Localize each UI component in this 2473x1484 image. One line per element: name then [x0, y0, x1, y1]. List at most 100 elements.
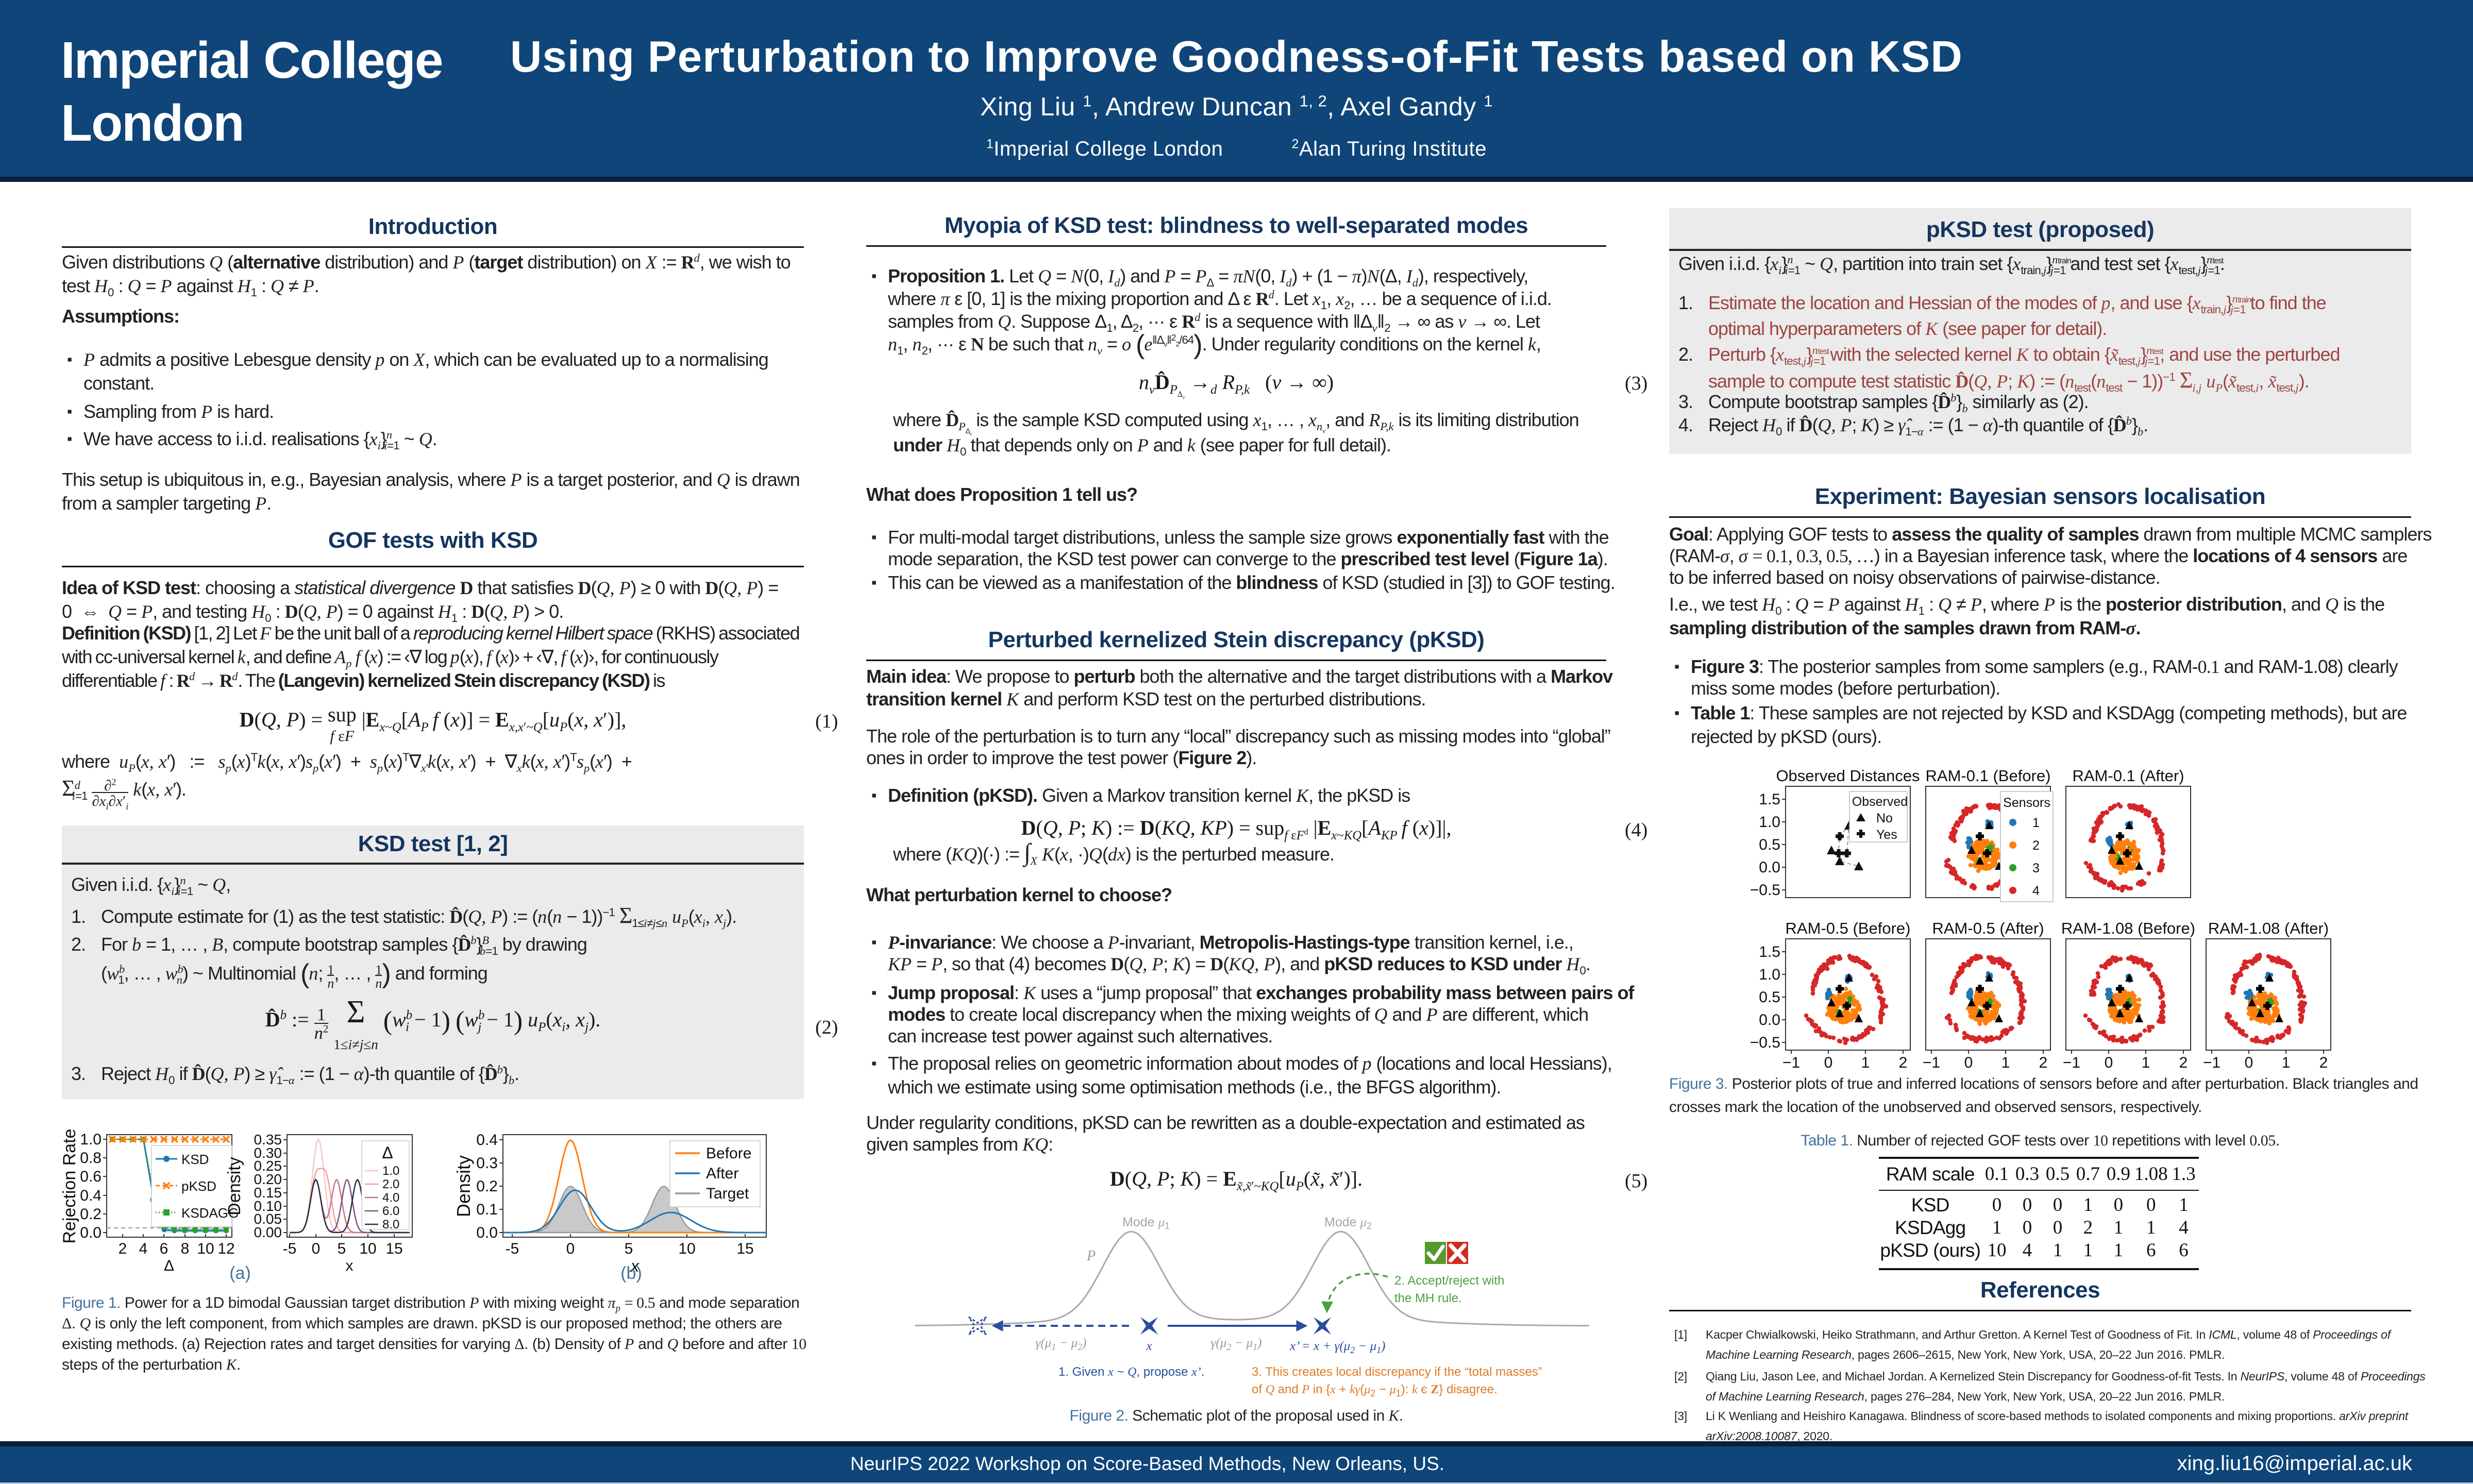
svg-text:2: 2	[2032, 838, 2040, 853]
svg-text:0.05: 0.05	[254, 1211, 282, 1227]
svg-text:0.35: 0.35	[254, 1132, 282, 1148]
svg-text:0: 0	[566, 1240, 575, 1257]
svg-text:4: 4	[2032, 884, 2040, 898]
svg-text:γ(μ2 − μ1): γ(μ2 − μ1)	[1211, 1336, 1262, 1352]
svg-text:3. This creates local discrepa: 3. This creates local discrepancy if the…	[1252, 1365, 1542, 1379]
svg-text:1.5: 1.5	[1759, 943, 1780, 960]
svg-text:RAM-0.1 (Before): RAM-0.1 (Before)	[1926, 767, 2051, 785]
svg-text:0.0: 0.0	[1759, 859, 1780, 876]
svg-text:10: 10	[678, 1240, 695, 1257]
svg-text:0: 0	[1964, 1054, 1973, 1071]
svg-text:Yes: Yes	[1876, 828, 1897, 842]
svg-text:2: 2	[119, 1240, 127, 1257]
svg-text:x: x	[630, 1257, 640, 1275]
svg-text:Target: Target	[706, 1185, 749, 1202]
svg-text:1.0: 1.0	[1759, 814, 1780, 831]
svg-text:Rejection Rate: Rejection Rate	[62, 1128, 79, 1243]
svg-text:0.1: 0.1	[476, 1201, 498, 1218]
svg-text:12: 12	[217, 1240, 234, 1257]
svg-text:1.0: 1.0	[1759, 966, 1780, 983]
svg-text:RAM-0.5 (After): RAM-0.5 (After)	[1932, 919, 2044, 937]
svg-text:0: 0	[312, 1240, 321, 1257]
svg-text:0.4: 0.4	[80, 1187, 102, 1204]
svg-text:0.5: 0.5	[1759, 836, 1780, 853]
svg-text:1: 1	[2142, 1054, 2150, 1071]
svg-text:0.25: 0.25	[254, 1158, 282, 1174]
svg-text:−1: −1	[1782, 1054, 1800, 1071]
svg-text:x: x	[346, 1257, 354, 1274]
svg-text:1: 1	[2282, 1054, 2291, 1071]
svg-text:0.6: 0.6	[80, 1168, 102, 1185]
svg-text:Mode μ2: Mode μ2	[1324, 1215, 1372, 1231]
svg-text:Observed Distances: Observed Distances	[1776, 767, 1920, 785]
svg-text:4: 4	[139, 1240, 148, 1257]
svg-text:0.0: 0.0	[476, 1224, 498, 1241]
svg-text:4.0: 4.0	[382, 1191, 399, 1205]
svg-text:the MH rule.: the MH rule.	[1394, 1291, 1462, 1305]
svg-text:RAM-1.08 (After): RAM-1.08 (After)	[2208, 919, 2329, 937]
svg-text:0: 0	[2105, 1054, 2113, 1071]
svg-text:pKSD: pKSD	[181, 1178, 216, 1194]
svg-text:0.20: 0.20	[254, 1171, 282, 1187]
svg-text:Observed: Observed	[1852, 795, 1908, 809]
svg-text:15: 15	[736, 1240, 753, 1257]
svg-text:5: 5	[625, 1240, 633, 1257]
svg-text:0: 0	[1824, 1054, 1833, 1071]
svg-text:0.00: 0.00	[254, 1224, 282, 1240]
svg-text:After: After	[706, 1165, 738, 1182]
svg-text:0.3: 0.3	[476, 1155, 498, 1172]
svg-text:0.8: 0.8	[80, 1150, 102, 1167]
svg-text:x’ = x + γ(μ2 − μ1): x’ = x + γ(μ2 − μ1)	[1289, 1339, 1385, 1355]
svg-text:1: 1	[2001, 1054, 2010, 1071]
svg-text:1: 1	[2032, 816, 2040, 830]
svg-text:8.0: 8.0	[382, 1218, 399, 1232]
svg-text:1.0: 1.0	[382, 1164, 399, 1178]
svg-text:2: 2	[2039, 1054, 2048, 1071]
svg-text:1. Given x ~ Q, propose x’.: 1. Given x ~ Q, propose x’.	[1058, 1365, 1204, 1379]
svg-text:Density: Density	[225, 1157, 244, 1215]
svg-text:-5: -5	[283, 1240, 297, 1257]
svg-text:RAM-1.08 (Before): RAM-1.08 (Before)	[2061, 919, 2195, 937]
svg-text:P: P	[1086, 1248, 1096, 1264]
svg-text:−1: −1	[2203, 1054, 2220, 1071]
svg-text:x: x	[1146, 1339, 1152, 1353]
svg-text:Before: Before	[706, 1145, 751, 1162]
svg-text:0.15: 0.15	[254, 1185, 282, 1201]
svg-text:−1: −1	[1923, 1054, 1940, 1071]
svg-text:0.30: 0.30	[254, 1145, 282, 1161]
svg-text:−1: −1	[2063, 1054, 2080, 1071]
svg-text:KSD: KSD	[181, 1152, 209, 1167]
svg-text:-5: -5	[506, 1240, 519, 1257]
svg-text:8: 8	[181, 1240, 190, 1257]
svg-text:(a): (a)	[229, 1263, 251, 1283]
svg-text:0: 0	[2245, 1054, 2253, 1071]
svg-text:6: 6	[160, 1240, 169, 1257]
svg-text:10: 10	[359, 1240, 376, 1257]
svg-text:0.2: 0.2	[476, 1178, 498, 1195]
svg-text:0.0: 0.0	[1759, 1011, 1780, 1028]
svg-text:(b): (b)	[620, 1263, 642, 1283]
svg-text:RAM-0.1 (After): RAM-0.1 (After)	[2072, 767, 2184, 785]
svg-text:0.10: 0.10	[254, 1198, 282, 1214]
svg-text:10: 10	[197, 1240, 214, 1257]
svg-text:1: 1	[1861, 1054, 1870, 1071]
svg-text:0.5: 0.5	[1759, 989, 1780, 1006]
svg-text:RAM-0.5 (Before): RAM-0.5 (Before)	[1786, 919, 1911, 937]
svg-text:Δ: Δ	[382, 1143, 393, 1162]
svg-text:6.0: 6.0	[382, 1204, 399, 1218]
svg-text:Sensors: Sensors	[2003, 796, 2050, 810]
svg-text:2. Accept/reject with: 2. Accept/reject with	[1394, 1274, 1504, 1288]
svg-text:2: 2	[2179, 1054, 2188, 1071]
svg-text:1.5: 1.5	[1759, 791, 1780, 808]
svg-text:−0.5: −0.5	[1750, 882, 1780, 899]
svg-text:−0.5: −0.5	[1750, 1034, 1780, 1051]
svg-text:Δ: Δ	[164, 1257, 174, 1274]
svg-text:2: 2	[1899, 1054, 1908, 1071]
svg-text:of Q and P in {x + kγ(μ2 − μ1): of Q and P in {x + kγ(μ2 − μ1): k є Z} d…	[1252, 1382, 1498, 1398]
svg-text:2.0: 2.0	[382, 1177, 399, 1191]
svg-text:KSDAGG: KSDAGG	[181, 1205, 239, 1221]
svg-text:0.2: 0.2	[80, 1206, 102, 1223]
svg-text:Mode μ1: Mode μ1	[1122, 1215, 1170, 1231]
svg-text:1.0: 1.0	[80, 1131, 102, 1148]
svg-text:15: 15	[385, 1240, 402, 1257]
